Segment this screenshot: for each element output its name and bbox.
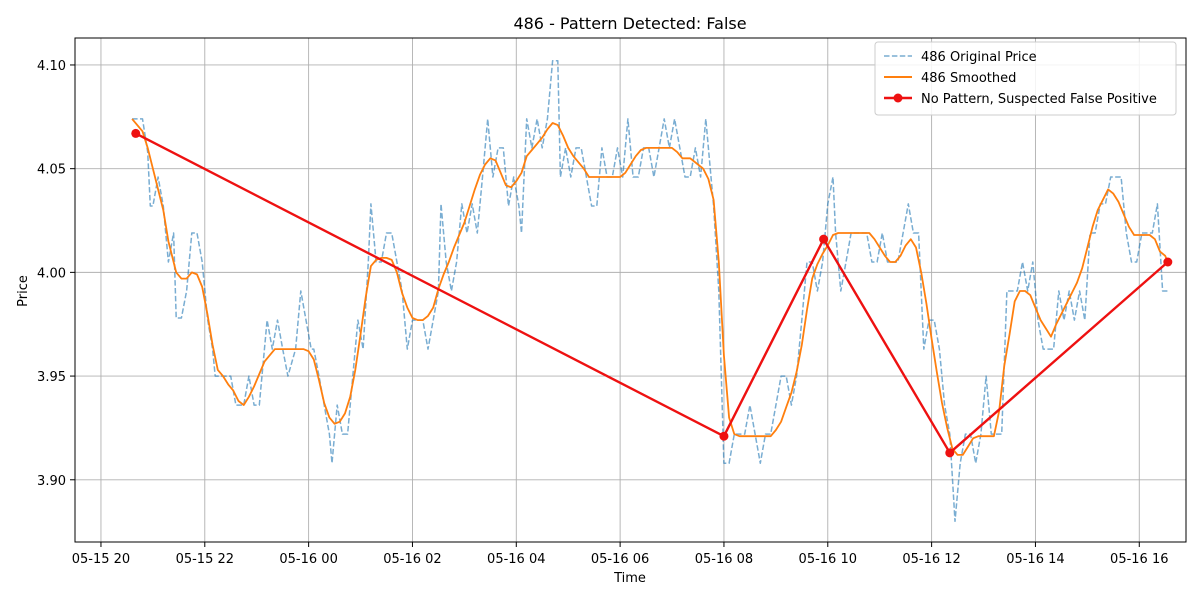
x-tick-label: 05-16 06 [591,552,649,567]
legend-label-smoothed: 486 Smoothed [921,71,1016,86]
pattern-point-marker [945,448,955,458]
x-axis-label: Time [613,571,646,586]
pattern-point-marker [819,234,829,244]
legend-label-pattern: No Pattern, Suspected False Positive [921,92,1157,107]
x-tick-label: 05-15 20 [72,552,130,567]
legend-box [874,41,1177,116]
y-axis-ticks: 3.90 3.95 4.00 4.05 4.10 [37,59,75,489]
x-tick-label: 05-16 10 [799,552,857,567]
plot-frame [74,37,1187,543]
x-tick-label: 05-16 16 [1110,552,1168,567]
y-tick-label: 3.95 [37,370,66,385]
series-original-price-line [132,60,1168,523]
y-tick-label: 4.00 [37,266,66,281]
y-tick-label: 4.05 [37,163,66,178]
chart-title: 486 - Pattern Detected: False [513,14,746,33]
legend-marker-pattern [893,93,903,103]
legend: 486 Original Price 486 Smoothed No Patte… [874,41,1177,116]
x-axis-ticks: 05-15 20 05-15 22 05-16 00 05-16 02 05-16 04… [72,542,1169,567]
y-axis-label: Price [16,275,31,307]
x-tick-label: 05-16 12 [902,552,960,567]
y-tick-label: 3.90 [37,474,66,489]
series-smoothed-line [131,118,1169,456]
x-tick-label: 05-16 14 [1006,552,1064,567]
series-pattern-line [135,132,1169,454]
pattern-point-marker [1163,257,1173,267]
x-tick-label: 05-16 02 [383,552,441,567]
pattern-point-marker [719,431,729,441]
grid [75,38,1186,542]
pattern-point-marker [131,128,141,138]
x-tick-label: 05-16 00 [279,552,337,567]
x-tick-label: 05-16 08 [695,552,753,567]
series-layer [131,60,1173,523]
legend-label-original: 486 Original Price [921,50,1037,65]
x-tick-label: 05-16 04 [487,552,545,567]
y-tick-label: 4.10 [37,59,66,74]
x-tick-label: 05-15 22 [176,552,234,567]
